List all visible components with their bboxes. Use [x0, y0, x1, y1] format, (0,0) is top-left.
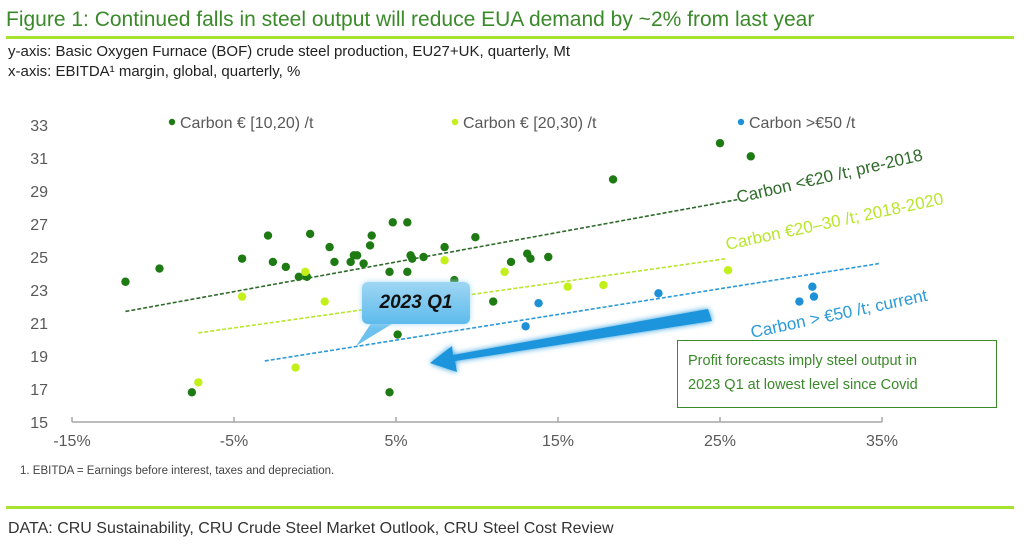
legend-label: Carbon € [20,30) /t	[463, 115, 597, 132]
axes: -15% -5% 5% 15% 25% 35% 15 17 19 21 23 25 27 29 31 33	[30, 118, 898, 450]
data-point	[187, 388, 197, 397]
data-point	[489, 297, 498, 306]
data-point	[544, 252, 553, 262]
data-point	[795, 297, 804, 306]
annotation-box: Profit forecasts imply steel output in 2…	[677, 340, 997, 408]
data-point	[534, 299, 543, 308]
legend-label: Carbon >€50 /t	[749, 115, 856, 132]
data-point	[301, 267, 310, 277]
data-point	[352, 251, 362, 260]
data-point	[403, 267, 412, 277]
y-tick-label: 33	[30, 118, 48, 135]
trend-line	[264, 262, 879, 362]
data-point	[320, 297, 329, 306]
data-point	[408, 254, 417, 263]
data-point	[388, 218, 397, 227]
y-tick-label: 29	[30, 184, 48, 201]
x-tick-label: 25%	[704, 433, 736, 450]
figure-title: Figure 1: Continued falls in steel outpu…	[6, 8, 815, 31]
data-point	[367, 231, 376, 240]
y-tick-label: 15	[30, 415, 48, 432]
data-point	[654, 289, 663, 298]
callout-2023-q1: 2023 Q1	[362, 282, 470, 324]
data-point	[440, 256, 449, 265]
trend-line-label: Carbon <€20 /t; pre-2018	[735, 146, 925, 207]
data-point	[325, 242, 334, 252]
data-point	[291, 363, 300, 372]
data-point	[723, 266, 733, 275]
data-point	[268, 257, 278, 267]
data-point	[121, 277, 130, 286]
trend-line-label: Carbon > €50 /t; current	[749, 286, 929, 342]
x-tick-label: 15%	[542, 433, 574, 450]
callout-tail	[356, 322, 395, 346]
y-axis-description: y-axis: Basic Oxygen Furnace (BOF) crude…	[8, 43, 571, 60]
data-point	[294, 272, 303, 281]
source-rule	[6, 506, 1014, 509]
title-rule	[6, 36, 1014, 39]
data-point	[393, 330, 402, 339]
legend-marker	[451, 118, 459, 126]
data-point	[359, 259, 368, 268]
footnote: 1. EBITDA = Earnings before interest, ta…	[20, 465, 335, 477]
data-point	[155, 264, 164, 273]
y-tick-label: 19	[30, 349, 48, 366]
data-point	[237, 254, 247, 263]
data-point	[365, 241, 375, 250]
y-tick-label: 17	[30, 382, 48, 399]
data-point	[808, 282, 817, 291]
y-tick-label: 23	[30, 283, 48, 300]
legend: Carbon € [10,20) /t Carbon € [20,30) /t Ca…	[168, 115, 856, 132]
data-point	[440, 242, 449, 252]
data-point	[305, 229, 315, 239]
x-tick-label: 35%	[866, 433, 898, 450]
x-tick-label: 5%	[384, 433, 407, 450]
legend-marker	[737, 118, 745, 126]
x-tick-label: -5%	[220, 433, 248, 450]
data-point	[500, 267, 509, 277]
data-point	[809, 292, 819, 301]
data-point	[471, 233, 480, 242]
data-point	[385, 267, 394, 277]
data-point	[263, 231, 273, 240]
data-point	[237, 292, 247, 301]
data-point	[403, 218, 412, 227]
data-point	[194, 378, 203, 387]
y-tick-label: 27	[30, 217, 48, 234]
data-points	[121, 138, 819, 397]
data-point	[330, 257, 339, 267]
data-point	[599, 280, 608, 290]
legend-marker	[168, 118, 176, 126]
data-point	[506, 257, 516, 267]
legend-label: Carbon € [10,20) /t	[180, 115, 314, 132]
data-point	[563, 282, 572, 291]
y-tick-label: 25	[30, 250, 48, 267]
data-point	[746, 152, 755, 161]
data-point	[715, 138, 725, 148]
annotation-line-1: Profit forecasts imply steel output in	[688, 353, 917, 369]
downward-arrow	[430, 309, 712, 372]
source-text: DATA: CRU Sustainability, CRU Crude Stee…	[8, 520, 614, 537]
data-point	[526, 254, 535, 263]
x-axis-description: x-axis: EBITDA¹ margin, global, quarterl…	[8, 63, 301, 80]
data-point	[419, 252, 428, 262]
x-tick-label: -15%	[53, 433, 90, 450]
trend-line	[125, 198, 740, 313]
y-tick-label: 21	[30, 316, 48, 333]
data-point	[385, 388, 394, 397]
data-point	[521, 322, 530, 331]
data-point	[346, 257, 355, 267]
data-point	[608, 175, 618, 184]
annotation-line-2: 2023 Q1 at lowest level since Covid	[688, 377, 918, 393]
y-tick-label: 31	[30, 151, 48, 168]
data-point	[281, 262, 291, 272]
